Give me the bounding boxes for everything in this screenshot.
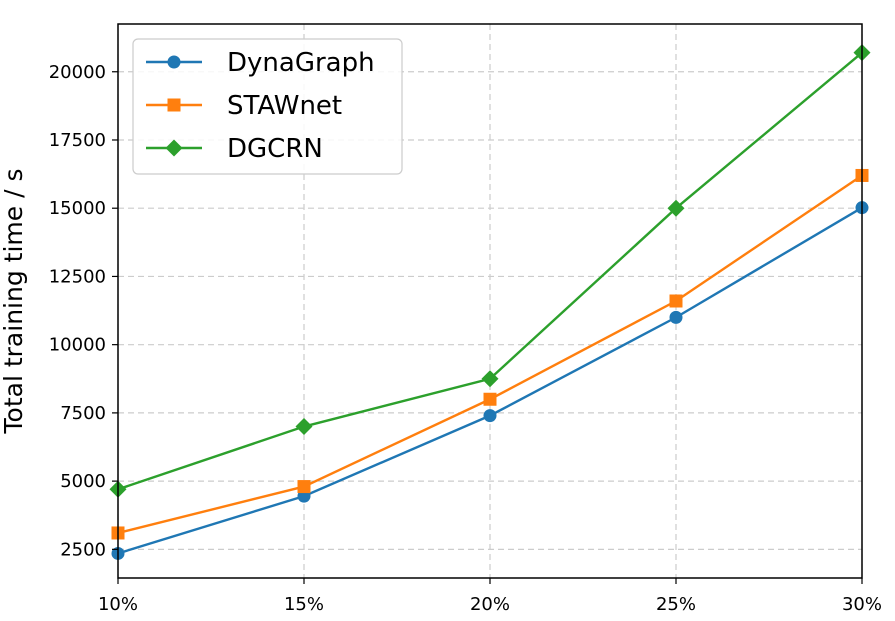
y-tick-label: 12500 <box>49 266 106 287</box>
x-tick-label: 10% <box>98 594 138 615</box>
legend-label: DynaGraph <box>227 48 375 78</box>
y-axis: 2500 5000 7500 10000 12500 15000 17500 20000 <box>49 62 118 560</box>
y-axis-title: Total training time / s <box>0 169 28 435</box>
x-tick-label: 20% <box>470 594 510 615</box>
data-point <box>669 294 683 308</box>
data-point <box>483 409 497 423</box>
y-tick-label: 15000 <box>49 198 106 219</box>
legend-marker <box>167 98 181 112</box>
y-tick-label: 17500 <box>49 130 106 151</box>
data-point <box>483 392 497 406</box>
legend-marker <box>167 55 181 69</box>
x-axis: 10% 15% 20% 25% 30% <box>98 578 882 615</box>
legend-item: STAWnet <box>146 91 342 121</box>
legend: DynaGraph STAWnet DGCRN <box>132 38 403 175</box>
legend-item: DGCRN <box>146 134 323 164</box>
data-point <box>669 310 683 324</box>
x-tick-label: 25% <box>656 594 696 615</box>
data-point <box>295 418 313 436</box>
data-point <box>667 199 685 217</box>
legend-item: DynaGraph <box>146 48 375 78</box>
y-tick-label: 10000 <box>49 335 106 356</box>
legend-marker <box>165 139 183 157</box>
data-point <box>481 370 499 388</box>
legend-box <box>132 38 403 175</box>
legend-label: DGCRN <box>227 134 323 164</box>
x-tick-label: 15% <box>284 594 324 615</box>
legend-label: STAWnet <box>227 91 342 121</box>
x-tick-label: 30% <box>842 594 882 615</box>
data-point <box>297 480 311 494</box>
y-tick-label: 2500 <box>60 539 106 560</box>
y-tick-label: 5000 <box>60 471 106 492</box>
y-tick-label: 7500 <box>60 403 106 424</box>
y-tick-label: 20000 <box>49 62 106 83</box>
